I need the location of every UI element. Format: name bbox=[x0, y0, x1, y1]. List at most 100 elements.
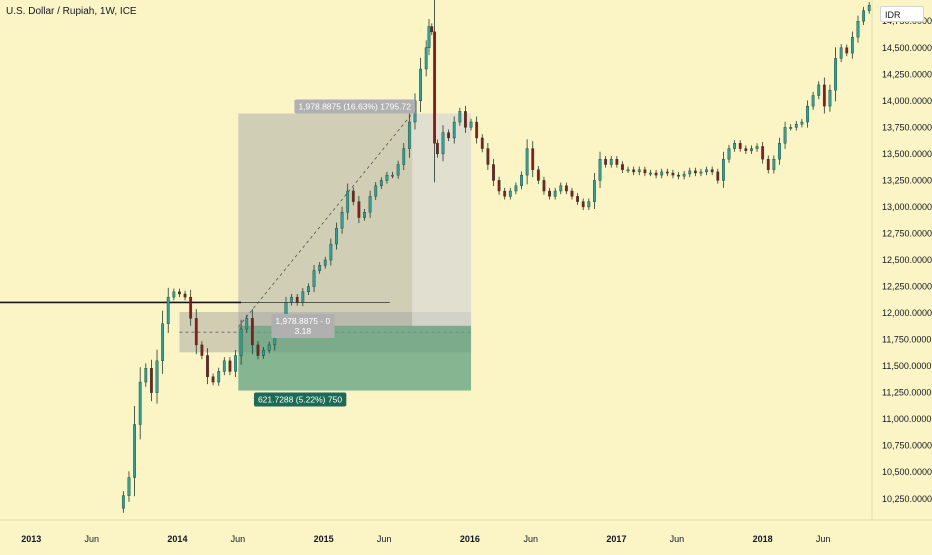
candle-body bbox=[778, 143, 781, 160]
candle-body bbox=[531, 148, 535, 170]
candle-body bbox=[564, 185, 568, 192]
candle-body bbox=[688, 170, 692, 175]
candle-body bbox=[508, 190, 512, 197]
candle-body bbox=[262, 350, 265, 356]
candle-body bbox=[318, 265, 322, 271]
candle-body bbox=[828, 90, 832, 107]
candle-body bbox=[211, 376, 215, 383]
candle-body bbox=[637, 169, 641, 173]
candle-body bbox=[497, 180, 501, 192]
candle-body bbox=[750, 148, 753, 151]
candle-body bbox=[138, 381, 142, 425]
candle-body bbox=[609, 158, 613, 165]
candle-body bbox=[789, 127, 793, 129]
y-tick-label: 10,750.0000 bbox=[882, 441, 932, 451]
candle-body bbox=[155, 360, 159, 393]
candle-body bbox=[626, 169, 630, 172]
candle-body bbox=[374, 185, 378, 197]
candle-body bbox=[475, 121, 479, 139]
projection-box bbox=[238, 113, 472, 327]
candle-body bbox=[699, 171, 703, 174]
candle-body bbox=[127, 477, 131, 496]
candle-body bbox=[738, 143, 742, 149]
x-tick-label: 2016 bbox=[460, 534, 480, 544]
candle-body bbox=[469, 121, 473, 128]
candle-body bbox=[433, 31, 436, 144]
candle-body bbox=[654, 172, 658, 176]
candle-body bbox=[200, 344, 204, 356]
candle-body bbox=[161, 323, 165, 362]
candle-body bbox=[772, 158, 776, 170]
candle-body bbox=[761, 146, 765, 160]
y-tick-label: 13,500.0000 bbox=[882, 149, 932, 159]
candle-body bbox=[744, 148, 748, 151]
candle-body bbox=[121, 495, 125, 509]
y-tick-label: 13,750.0000 bbox=[882, 122, 932, 132]
y-tick-label: 11,000.0000 bbox=[882, 414, 931, 424]
y-tick-label: 11,750.0000 bbox=[882, 335, 931, 345]
candle-body bbox=[194, 318, 198, 346]
candle-body bbox=[329, 243, 333, 261]
candle-body bbox=[632, 169, 636, 173]
candle-body bbox=[850, 36, 854, 54]
y-tick-label: 14,000.0000 bbox=[882, 96, 932, 106]
candle-body bbox=[295, 296, 299, 303]
y-tick-label: 14,500.0000 bbox=[882, 43, 932, 53]
candle-body bbox=[346, 190, 350, 213]
candle-body bbox=[845, 47, 849, 54]
candle-body bbox=[839, 47, 843, 59]
projection-label-bg bbox=[294, 99, 416, 114]
candle-body bbox=[419, 68, 422, 102]
candle-body bbox=[441, 132, 445, 155]
candle-body bbox=[206, 355, 209, 377]
candle-body bbox=[447, 132, 451, 139]
y-tick-label: 12,750.0000 bbox=[882, 228, 932, 238]
y-tick-label: 11,250.0000 bbox=[882, 388, 931, 398]
candle-body bbox=[834, 58, 837, 91]
candle-body bbox=[222, 360, 226, 372]
currency-badge[interactable]: IDR bbox=[880, 6, 924, 22]
profit-label-bg bbox=[253, 392, 347, 407]
candle-body bbox=[721, 158, 725, 181]
y-tick-label: 12,250.0000 bbox=[882, 282, 932, 292]
candle-body bbox=[548, 190, 551, 197]
candle-body bbox=[424, 47, 428, 70]
candle-body bbox=[379, 180, 383, 186]
candle-body bbox=[250, 318, 254, 346]
projection-diagonal bbox=[238, 113, 413, 328]
y-tick-label: 12,000.0000 bbox=[882, 308, 932, 318]
candle-body bbox=[256, 344, 260, 356]
candle-body bbox=[217, 371, 221, 383]
candle-body bbox=[822, 84, 826, 107]
candle-body bbox=[660, 171, 664, 176]
candle-body bbox=[536, 169, 540, 181]
candle-body bbox=[133, 424, 136, 478]
candle-body bbox=[267, 344, 271, 351]
candle-body bbox=[525, 148, 529, 176]
candle-body bbox=[867, 5, 871, 11]
candle-body bbox=[862, 10, 865, 22]
candle-body bbox=[228, 360, 232, 372]
candle-body bbox=[733, 143, 737, 149]
candle-body bbox=[340, 212, 344, 229]
y-tick-label: 14,250.0000 bbox=[882, 69, 932, 79]
candle-body bbox=[520, 174, 523, 186]
candle-body bbox=[806, 105, 809, 123]
candle-body bbox=[593, 180, 596, 202]
range-label-line1: 1,978.8875 - 0 bbox=[275, 316, 330, 326]
candle-body bbox=[150, 368, 153, 393]
candle-body bbox=[677, 174, 680, 177]
x-tick-label: 2018 bbox=[753, 534, 773, 544]
candle-body bbox=[503, 190, 507, 197]
candle-body bbox=[391, 174, 394, 177]
x-tick-label: 2014 bbox=[167, 534, 187, 544]
candle-body bbox=[172, 291, 176, 298]
candle-body bbox=[402, 148, 406, 165]
candle-body bbox=[755, 146, 759, 149]
candle-body bbox=[783, 127, 787, 144]
candle-body bbox=[693, 170, 697, 174]
candle-body bbox=[710, 169, 714, 173]
candle-body bbox=[615, 158, 619, 165]
